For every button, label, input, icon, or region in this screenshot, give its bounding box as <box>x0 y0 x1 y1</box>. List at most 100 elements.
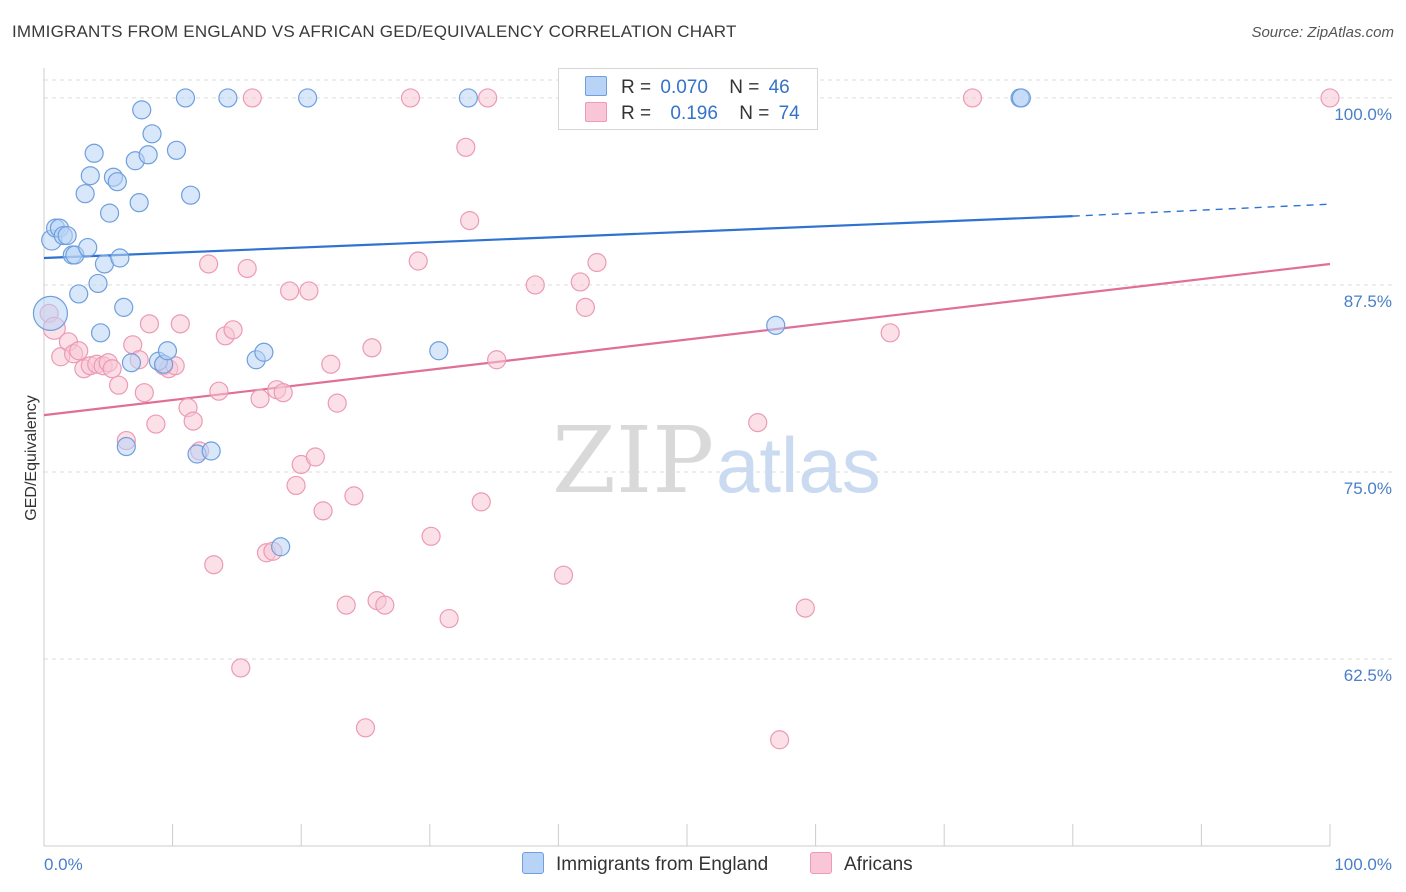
point-africans <box>421 526 441 546</box>
point-africans <box>553 565 574 585</box>
x-tick-label-min: 0.0% <box>44 855 83 874</box>
bottom-legend-swatch-africans <box>810 852 832 874</box>
trend-lines <box>43 203 1331 417</box>
point-england <box>121 353 142 373</box>
point-africans <box>321 354 341 374</box>
point-africans <box>456 137 476 157</box>
point-africans <box>250 389 270 409</box>
point-england <box>132 100 152 120</box>
point-africans <box>587 252 607 273</box>
y-tick-label: 87.5% <box>1344 292 1392 311</box>
point-england <box>110 248 130 268</box>
point-africans <box>313 501 333 521</box>
point-africans <box>487 350 507 370</box>
point-africans <box>139 314 160 334</box>
legend-n-value-africans: 74 <box>778 103 800 124</box>
data-points <box>32 88 1340 750</box>
point-england <box>429 341 449 361</box>
legend-row-africans: R = 0.196 N = 74 <box>585 102 800 126</box>
point-africans <box>880 323 900 343</box>
point-africans <box>336 595 356 615</box>
point-england <box>298 88 318 108</box>
point-england <box>78 237 98 258</box>
watermark-zip: ZIP <box>552 407 714 514</box>
point-england <box>107 172 127 192</box>
legend-swatch-africans <box>585 102 607 122</box>
point-england <box>458 88 478 108</box>
point-africans <box>408 251 428 271</box>
point-africans <box>795 598 815 618</box>
point-england <box>57 225 77 246</box>
point-england <box>80 166 100 186</box>
tick-labels: 62.5% 75.0% 87.5% 100.0% 0.0% 100.0% <box>44 105 1392 874</box>
legend-n-value-england: 46 <box>768 77 790 98</box>
point-england <box>254 342 274 362</box>
point-africans <box>108 375 129 395</box>
point-england <box>84 143 104 163</box>
point-africans <box>69 341 89 361</box>
point-africans <box>1320 88 1340 108</box>
point-africans <box>242 88 262 108</box>
chart-title: IMMIGRANTS FROM ENGLAND VS AFRICAN GED/E… <box>12 22 737 41</box>
bottom-legend-swatch-england <box>522 852 544 874</box>
point-england <box>766 315 786 335</box>
point-england <box>69 284 89 304</box>
point-africans <box>209 381 229 401</box>
trend-line-africans <box>43 262 1331 417</box>
point-africans <box>280 281 300 301</box>
y-tick-label: 62.5% <box>1344 666 1392 685</box>
point-africans <box>237 258 257 279</box>
point-africans <box>962 88 983 108</box>
watermark: ZIP atlas <box>552 407 881 514</box>
trend-line-england <box>43 215 1073 260</box>
watermark-atlas: atlas <box>716 421 881 509</box>
point-england <box>116 436 136 457</box>
point-england <box>166 140 187 160</box>
legend-swatch-england <box>585 76 607 96</box>
point-africans <box>478 88 498 108</box>
point-africans <box>355 718 376 738</box>
legend-r-value-england: 0.070 <box>660 77 708 98</box>
point-england <box>88 273 108 294</box>
point-africans <box>273 383 293 403</box>
point-africans <box>183 411 203 431</box>
chart-source: Source: ZipAtlas.com <box>1251 24 1394 41</box>
legend-r-value-africans: 0.196 <box>670 103 718 124</box>
point-africans <box>327 393 347 413</box>
point-england <box>175 88 196 108</box>
bottom-legend-label-england: Immigrants from England <box>556 854 769 875</box>
legend-row-england: R = 0.070 N = 46 <box>585 76 790 100</box>
point-africans <box>439 608 459 629</box>
legend-n-label: N = <box>739 103 770 124</box>
point-africans <box>575 297 596 317</box>
point-england <box>271 537 291 557</box>
y-tick-label: 75.0% <box>1344 479 1392 498</box>
point-africans <box>305 447 325 467</box>
point-england <box>157 341 178 361</box>
point-africans <box>525 275 545 295</box>
y-tick-label: 100.0% <box>1334 105 1392 124</box>
point-england <box>181 185 201 205</box>
stats-legend: R = 0.070 N = 46 R = 0.196 N = 74 <box>558 68 818 130</box>
point-england <box>99 203 120 223</box>
point-england <box>1011 88 1031 108</box>
point-africans <box>344 486 364 506</box>
point-africans <box>223 320 243 340</box>
bottom-legend-label-africans: Africans <box>844 854 913 875</box>
point-africans <box>471 492 491 512</box>
point-england <box>90 323 111 343</box>
legend-r-label: R = <box>621 77 652 98</box>
point-africans <box>204 555 224 575</box>
x-tick-label-max: 100.0% <box>1334 855 1392 874</box>
point-africans <box>170 314 190 334</box>
trend-line-england-extension <box>1072 203 1331 217</box>
point-africans <box>748 412 768 433</box>
axes <box>43 68 1331 847</box>
point-england <box>129 193 149 213</box>
point-england <box>142 124 162 144</box>
point-africans <box>146 414 166 434</box>
bottom-legend-england: Immigrants from England <box>522 852 768 876</box>
y-axis-label: GED/Equivalency <box>23 395 40 520</box>
point-england <box>201 441 221 461</box>
